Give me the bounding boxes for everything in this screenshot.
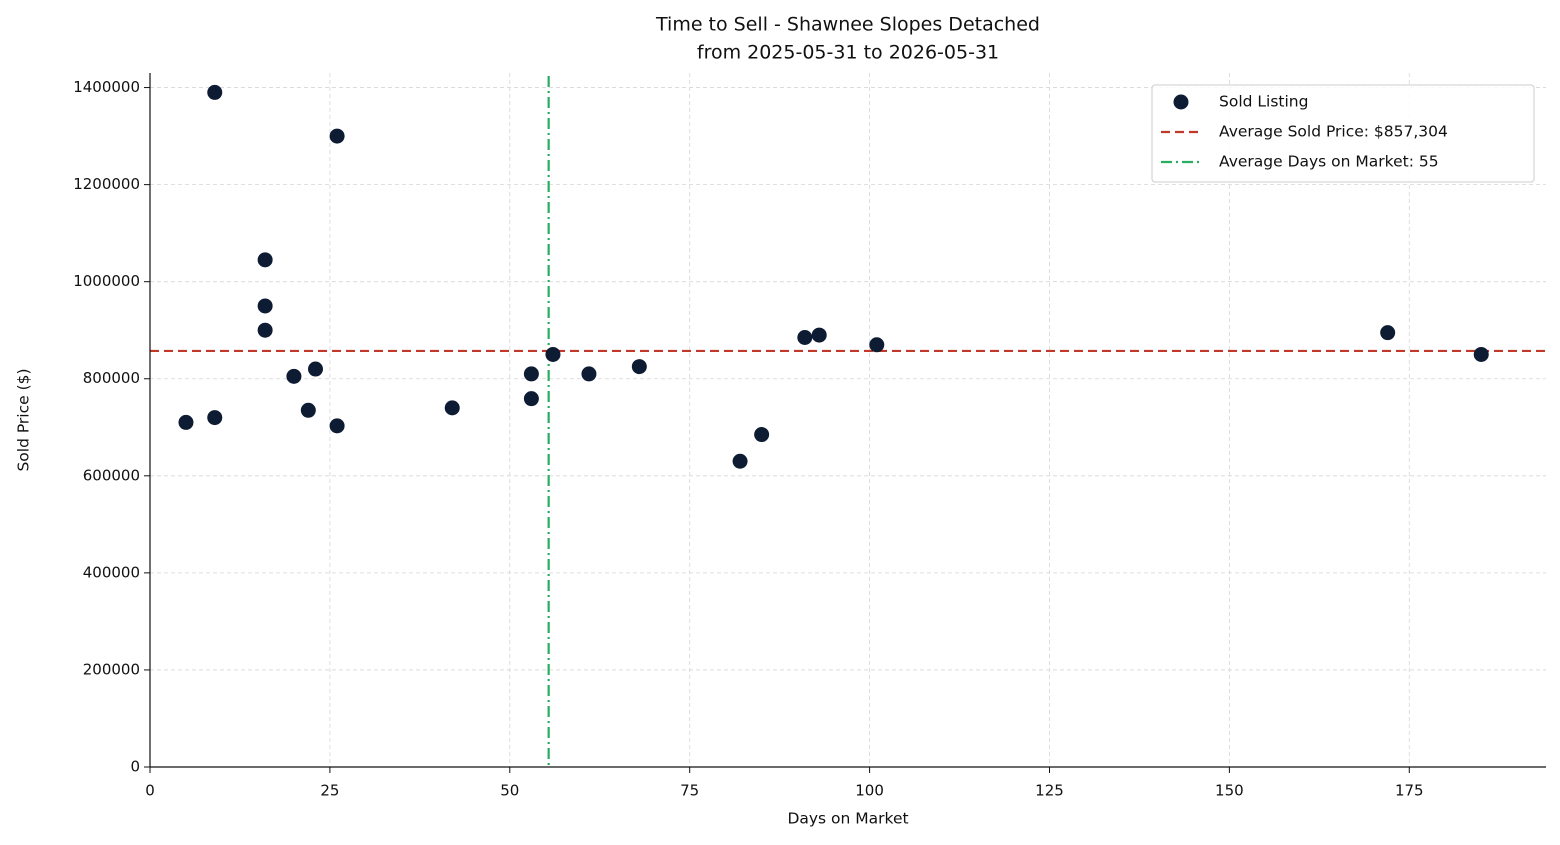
y-tick-label: 600000 <box>83 466 140 484</box>
x-tick-label: 50 <box>500 782 519 800</box>
x-tick-label: 125 <box>1035 782 1064 800</box>
data-point <box>581 366 597 382</box>
data-point <box>1380 325 1396 341</box>
y-tick-label: 0 <box>130 758 140 776</box>
x-tick-label: 100 <box>855 782 884 800</box>
data-point <box>257 252 273 268</box>
data-point <box>329 128 345 144</box>
data-point <box>329 418 345 434</box>
y-tick-label: 1200000 <box>73 175 140 193</box>
data-point <box>178 414 194 430</box>
legend-label: Sold Listing <box>1219 93 1308 111</box>
y-tick-label: 800000 <box>83 369 140 387</box>
data-point <box>444 400 460 416</box>
data-point <box>811 327 827 343</box>
y-axis-label: Sold Price ($) <box>15 368 33 471</box>
data-point <box>545 346 561 362</box>
data-point <box>207 410 223 426</box>
data-point <box>1473 346 1489 362</box>
x-tick-label: 25 <box>320 782 339 800</box>
y-tick-label: 400000 <box>83 563 140 581</box>
data-point <box>300 402 316 418</box>
x-tick-label: 75 <box>680 782 699 800</box>
data-point <box>207 84 223 100</box>
y-tick-label: 200000 <box>83 660 140 678</box>
x-tick-label: 0 <box>145 782 155 800</box>
data-point <box>523 366 539 382</box>
chart-subtitle: from 2025-05-31 to 2026-05-31 <box>697 42 999 64</box>
chart-title: Time to Sell - Shawnee Slopes Detached <box>655 14 1040 36</box>
data-point <box>631 359 647 375</box>
legend-box <box>1151 84 1535 183</box>
y-tick-label: 1400000 <box>73 78 140 96</box>
data-point <box>308 361 324 377</box>
data-point <box>754 427 770 443</box>
data-point <box>732 453 748 469</box>
data-point <box>257 298 273 314</box>
x-tick-label: 175 <box>1395 782 1424 800</box>
x-axis-label: Days on Market <box>787 810 908 828</box>
data-point <box>869 337 885 353</box>
x-tick-label: 150 <box>1215 782 1244 800</box>
data-point <box>797 329 813 345</box>
y-tick-label: 1000000 <box>73 272 140 290</box>
legend-marker <box>1173 94 1189 110</box>
data-point <box>523 391 539 407</box>
legend-label: Average Days on Market: 55 <box>1219 153 1439 171</box>
data-point <box>286 368 302 384</box>
legend: Sold Listing Average Sold Price: $857,304… <box>1151 84 1535 183</box>
legend-label: Average Sold Price: $857,304 <box>1219 123 1448 141</box>
data-point <box>257 322 273 338</box>
